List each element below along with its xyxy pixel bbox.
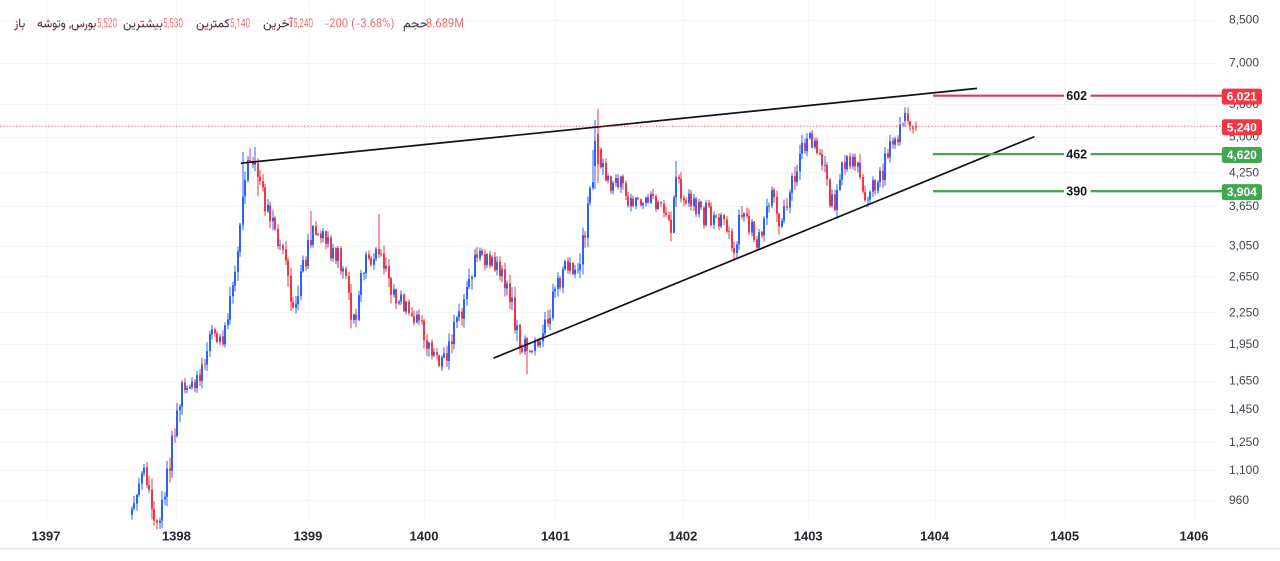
svg-text:390: 390 <box>1066 185 1087 199</box>
svg-text:1399: 1399 <box>293 529 322 544</box>
svg-text:960: 960 <box>1229 493 1249 507</box>
svg-text:6,021: 6,021 <box>1227 90 1257 104</box>
svg-text:3,650: 3,650 <box>1229 199 1259 213</box>
svg-text:1406: 1406 <box>1180 529 1209 544</box>
svg-text:1,100: 1,100 <box>1229 463 1259 477</box>
svg-text:3,050: 3,050 <box>1229 238 1259 252</box>
svg-text:1398: 1398 <box>162 529 191 544</box>
svg-text:1,450: 1,450 <box>1229 402 1259 416</box>
svg-text:4,620: 4,620 <box>1227 148 1257 162</box>
svg-text:1402: 1402 <box>668 529 697 544</box>
svg-text:1401: 1401 <box>541 529 570 544</box>
svg-text:1397: 1397 <box>32 529 61 544</box>
svg-text:2,250: 2,250 <box>1229 305 1259 319</box>
svg-text:1,250: 1,250 <box>1229 435 1259 449</box>
svg-text:2,650: 2,650 <box>1229 269 1259 283</box>
svg-text:602: 602 <box>1066 89 1087 103</box>
svg-text:5,240: 5,240 <box>1227 120 1257 134</box>
svg-text:8,500: 8,500 <box>1229 13 1259 27</box>
svg-text:4,250: 4,250 <box>1229 165 1259 179</box>
svg-text:1404: 1404 <box>920 529 950 544</box>
svg-text:1,950: 1,950 <box>1229 337 1259 351</box>
svg-text:7,000: 7,000 <box>1229 56 1259 70</box>
svg-text:1400: 1400 <box>410 529 439 544</box>
svg-text:3,904: 3,904 <box>1227 185 1257 199</box>
svg-text:1403: 1403 <box>794 529 823 544</box>
svg-text:1405: 1405 <box>1050 529 1079 544</box>
svg-text:462: 462 <box>1066 148 1087 162</box>
svg-text:1,650: 1,650 <box>1229 374 1259 388</box>
